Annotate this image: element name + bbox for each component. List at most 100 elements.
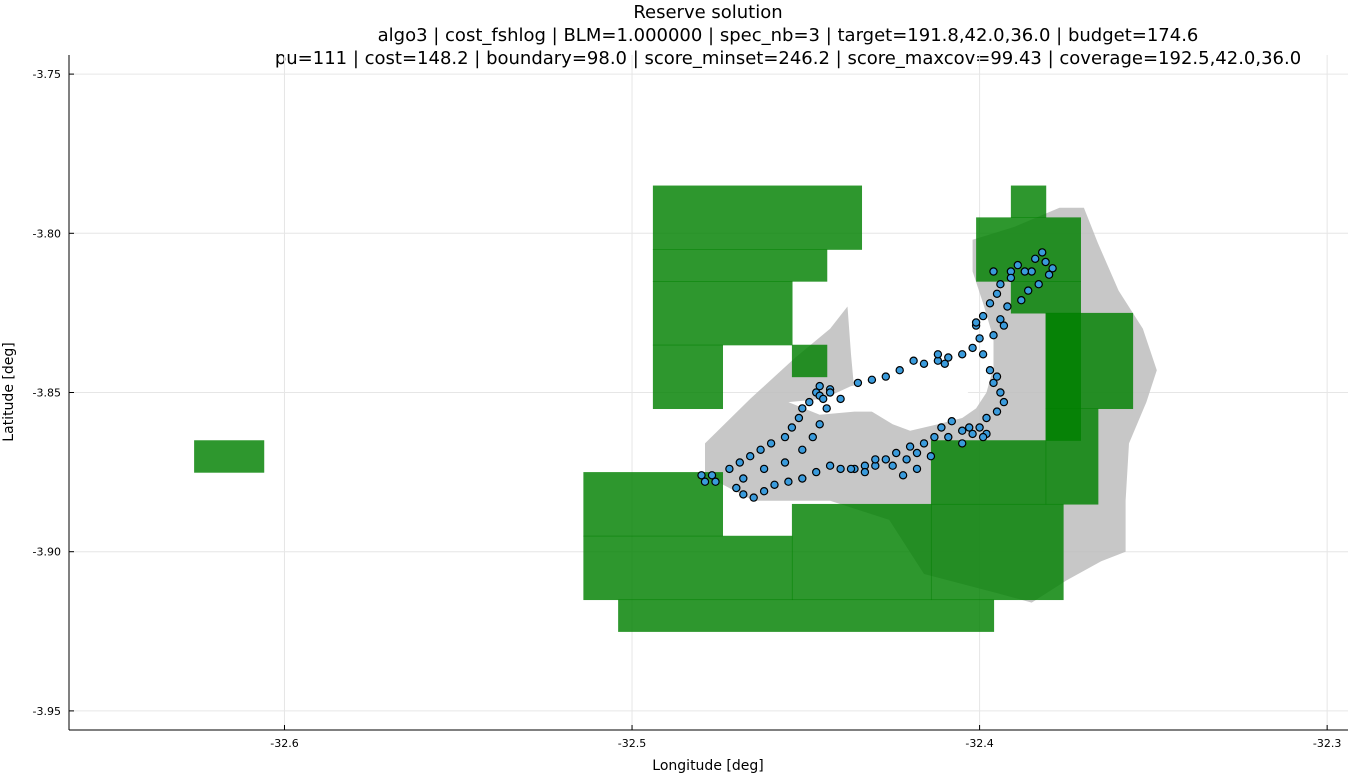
x-tick-label: -32.6: [270, 737, 298, 750]
track-point: [1027, 267, 1036, 276]
track-point: [798, 445, 807, 454]
track-point: [759, 487, 769, 496]
reserve-unit: [194, 440, 265, 473]
y-tick-label: -3.85: [33, 387, 61, 400]
track-point: [912, 448, 922, 458]
track-point: [999, 397, 1009, 407]
track-point: [989, 267, 998, 276]
track-point: [881, 455, 891, 464]
track-point: [822, 404, 831, 413]
track-point: [836, 464, 845, 474]
track-point: [867, 375, 877, 384]
track-point: [805, 397, 814, 407]
reserve-unit: [791, 503, 932, 601]
track-point: [756, 445, 765, 454]
track-point: [992, 372, 1002, 381]
reserve-unit: [583, 472, 724, 537]
track-point: [825, 388, 835, 397]
track-point: [985, 299, 995, 308]
track-point: [958, 439, 967, 448]
track-point: [735, 458, 745, 467]
y-tick-label: -3.80: [33, 227, 61, 240]
track-point: [996, 280, 1005, 289]
track-point: [780, 458, 790, 467]
track-point: [982, 413, 991, 423]
lagoon-shape: [788, 376, 973, 415]
track-point: [860, 467, 870, 477]
reserve-unit: [652, 344, 724, 410]
reserve-unit: [652, 185, 863, 250]
track-point: [965, 423, 974, 432]
reserve-unit: [930, 440, 1047, 505]
track-point: [1037, 248, 1047, 257]
x-tick-label: -32.4: [965, 737, 993, 750]
track-point: [766, 439, 776, 448]
track-point: [815, 420, 824, 429]
track-point: [930, 432, 939, 442]
track-point: [853, 378, 863, 388]
track-point: [812, 467, 821, 477]
track-point: [881, 372, 891, 381]
track-point: [905, 442, 915, 451]
track-point: [898, 471, 908, 480]
track-point: [971, 318, 981, 327]
track-point: [725, 464, 734, 474]
reserve-unit: [618, 599, 995, 632]
track-point: [749, 493, 758, 502]
track-point: [808, 432, 818, 442]
track-point: [933, 350, 943, 359]
chart-subtitle-line1: algo3 | cost_fshlog | BLM=1.000000 | spe…: [378, 25, 1199, 46]
track-point: [1003, 302, 1012, 311]
track-point: [846, 464, 856, 474]
track-point: [992, 289, 1002, 298]
y-tick-label: -3.90: [33, 546, 61, 559]
track-point: [926, 452, 936, 461]
track-point: [892, 448, 901, 458]
track-points-layer: [697, 248, 1057, 502]
track-point: [697, 471, 706, 480]
track-point: [975, 334, 984, 343]
reserve-unit: [1045, 408, 1099, 505]
track-point: [825, 461, 835, 470]
track-point: [1044, 270, 1054, 279]
track-point: [700, 477, 710, 486]
track-point: [815, 381, 824, 391]
track-point: [1006, 273, 1016, 283]
track-point: [937, 423, 946, 432]
track-point: [1020, 267, 1030, 276]
track-point: [902, 455, 911, 464]
track-point: [798, 474, 807, 483]
track-point: [978, 432, 988, 442]
reserve-unit: [1045, 312, 1134, 410]
track-point: [968, 343, 977, 353]
track-point: [985, 366, 995, 375]
reserve-units-layer: [194, 185, 1134, 632]
track-point: [770, 480, 779, 489]
track-point: [787, 423, 797, 432]
track-point: [975, 423, 984, 432]
track-point: [992, 407, 1002, 416]
track-point: [909, 356, 918, 365]
reserve-unit: [1010, 185, 1047, 218]
x-tick-label: -32.5: [618, 737, 646, 750]
track-point: [819, 394, 828, 404]
track-point: [944, 432, 953, 442]
track-point: [759, 464, 769, 474]
y-tick-label: -3.75: [33, 68, 61, 81]
y-tick-label: -3.95: [33, 705, 61, 718]
track-point: [958, 426, 967, 435]
track-point: [732, 483, 741, 493]
track-point: [1034, 280, 1043, 289]
track-point: [1023, 286, 1033, 295]
track-point: [978, 350, 988, 359]
track-point: [739, 474, 748, 483]
track-point: [996, 388, 1005, 397]
track-point: [989, 378, 998, 388]
track-point: [707, 471, 717, 480]
track-point: [836, 394, 845, 404]
track-point: [978, 311, 988, 321]
track-point: [968, 429, 977, 439]
track-point: [1041, 257, 1050, 267]
track-point: [888, 461, 897, 470]
